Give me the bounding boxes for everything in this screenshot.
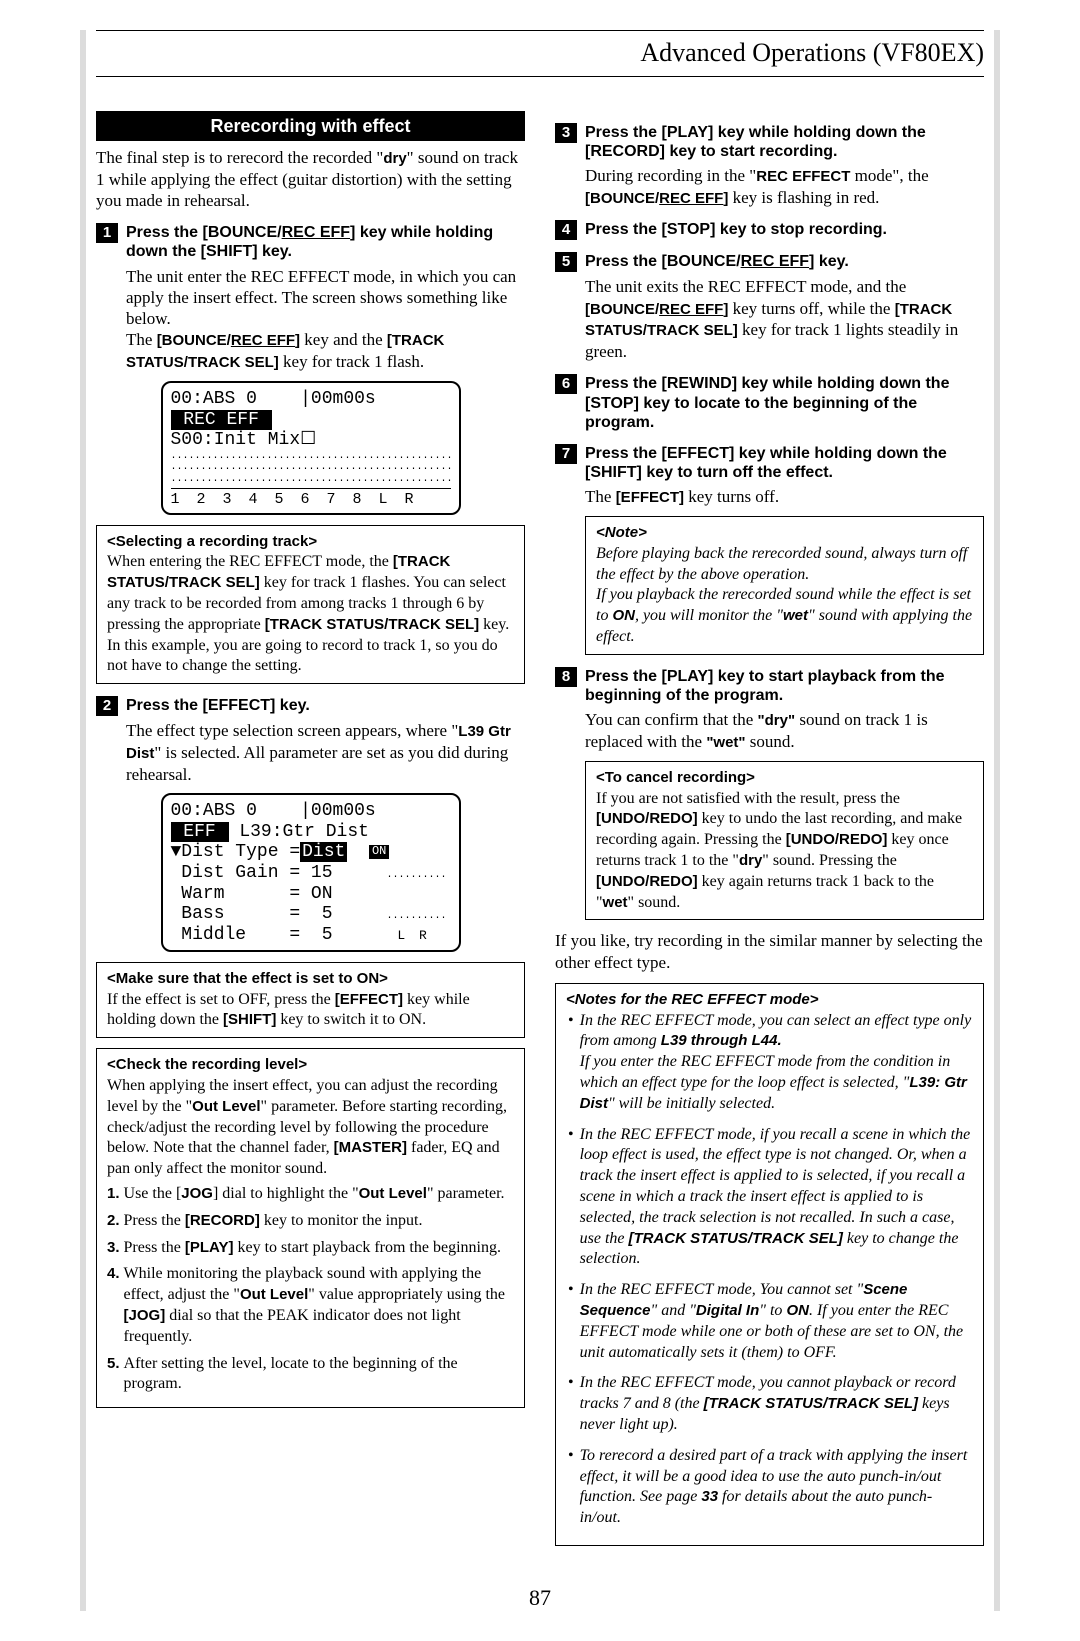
step-5: 5 Press the [BOUNCE/REC EFF] key. <box>555 252 984 272</box>
left-margin-bar <box>80 30 86 1611</box>
box-note: <Note> Before playing back the rerecorde… <box>585 516 984 655</box>
left-column: Rerecording with effect The final step i… <box>96 111 525 1556</box>
header-top-rule <box>96 30 984 31</box>
step-2: 2 Press the [EFFECT] key. <box>96 696 525 716</box>
step-2-title: Press the [EFFECT] key. <box>126 696 310 715</box>
box-effect-on: <Make sure that the effect is set to ON>… <box>96 962 525 1038</box>
step-7: 7 Press the [EFFECT] key while holding d… <box>555 444 984 482</box>
step-3-body: During recording in the "REC EFFECT mode… <box>585 165 984 209</box>
step-8-body: You can confirm that the "dry" sound on … <box>585 709 984 753</box>
step-6: 6 Press the [REWIND] key while holding d… <box>555 374 984 432</box>
step-4: 4 Press the [STOP] key to stop recording… <box>555 220 984 240</box>
step-5-title: Press the [BOUNCE/REC EFF] key. <box>585 252 849 271</box>
box-cancel-recording: <To cancel recording> If you are not sat… <box>585 761 984 921</box>
lcd-screen-2: 00:ABS 0 |00m00s EFF L39:Gtr Dist ▼Dist … <box>161 793 461 952</box>
step-1-body: The unit enter the REC EFFECT mode, in w… <box>126 266 525 373</box>
step-num-2: 2 <box>96 696 118 716</box>
step-4-title: Press the [STOP] key to stop recording. <box>585 220 887 239</box>
page-header: Advanced Operations (VF80EX) <box>96 37 984 77</box>
step-8-title: Press the [PLAY] key to start playback f… <box>585 667 984 705</box>
step-num-6: 6 <box>555 374 577 394</box>
box-check-level: <Check the recording level> When applyin… <box>96 1048 525 1408</box>
step-num-5: 5 <box>555 252 577 272</box>
step-num-7: 7 <box>555 444 577 464</box>
step-6-title: Press the [REWIND] key while holding dow… <box>585 374 984 432</box>
intro-text: The final step is to rerecord the record… <box>96 147 525 211</box>
step-3: 3 Press the [PLAY] key while holding dow… <box>555 123 984 161</box>
step-5-body: The unit exits the REC EFFECT mode, and … <box>585 276 984 362</box>
box-notes-rec-effect: <Notes for the REC EFFECT mode> In the R… <box>555 983 984 1546</box>
lcd-screen-1: 00:ABS 0 |00m00s REC EFF S00:Init Mix☐ .… <box>161 381 461 515</box>
box-selecting-track: <Selecting a recording track> When enter… <box>96 525 525 685</box>
step-8: 8 Press the [PLAY] key to start playback… <box>555 667 984 705</box>
step-1-title: Press the [BOUNCE/REC EFF] key while hol… <box>126 223 525 261</box>
step-num-3: 3 <box>555 123 577 143</box>
after-text: If you like, try recording in the simila… <box>555 930 984 973</box>
section-heading: Rerecording with effect <box>96 111 525 142</box>
right-column: 3 Press the [PLAY] key while holding dow… <box>555 111 984 1556</box>
step-7-body: The [EFFECT] key turns off. <box>585 486 984 508</box>
page-number: 87 <box>96 1584 984 1612</box>
step-num-8: 8 <box>555 667 577 687</box>
step-num-1: 1 <box>96 223 118 243</box>
step-1: 1 Press the [BOUNCE/REC EFF] key while h… <box>96 223 525 261</box>
step-2-body: The effect type selection screen appears… <box>126 720 525 785</box>
step-7-title: Press the [EFFECT] key while holding dow… <box>585 444 984 482</box>
step-num-4: 4 <box>555 220 577 240</box>
right-margin-bar <box>994 30 1000 1611</box>
step-3-title: Press the [PLAY] key while holding down … <box>585 123 984 161</box>
